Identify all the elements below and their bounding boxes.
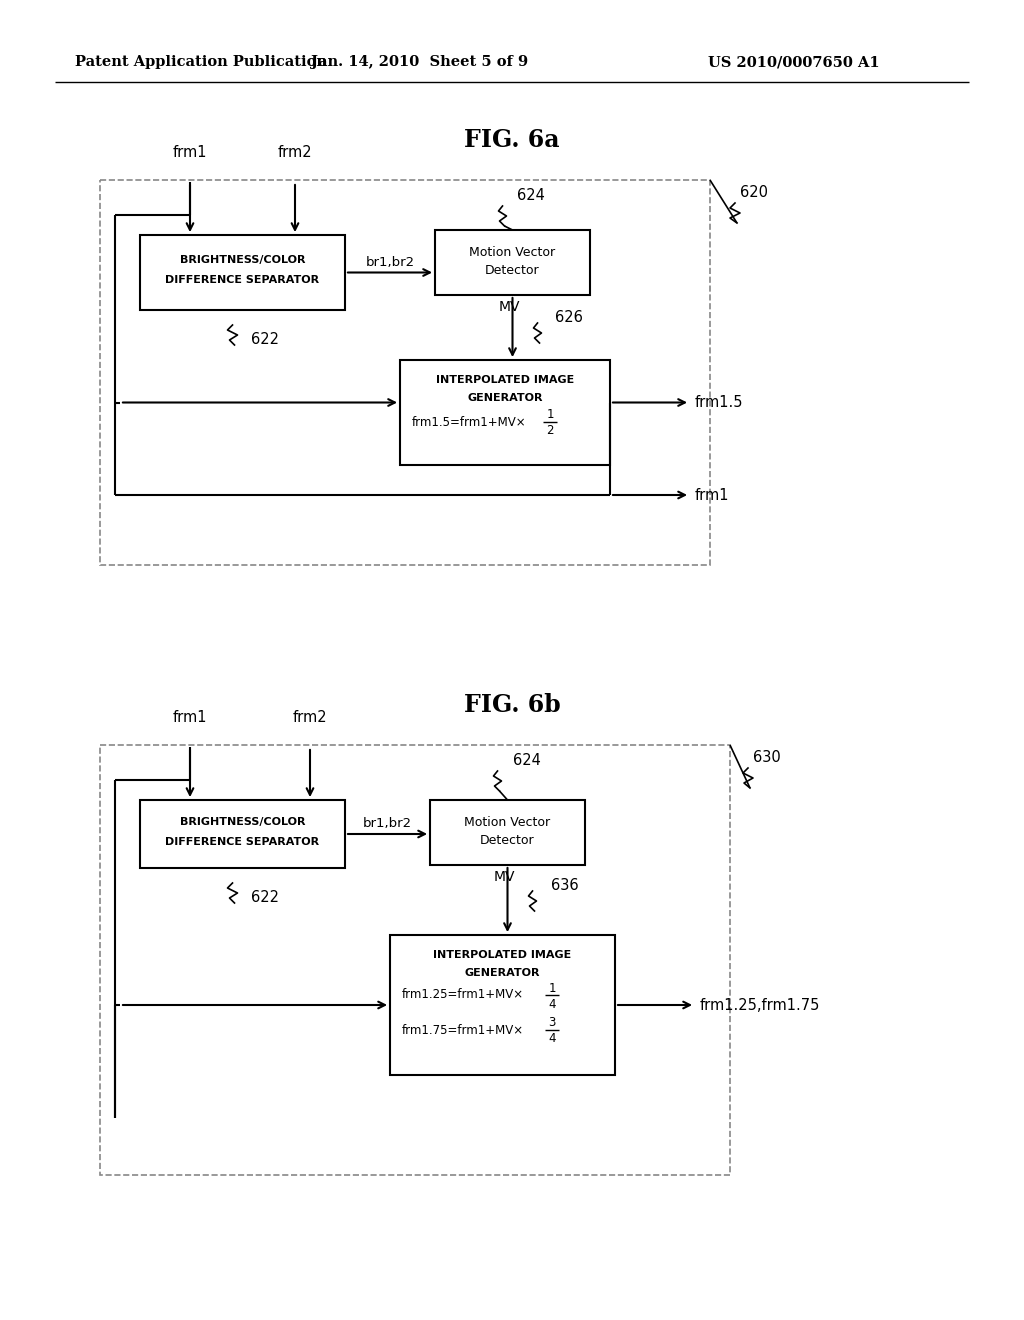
Text: frm1: frm1 (173, 145, 207, 160)
Text: FIG. 6a: FIG. 6a (464, 128, 560, 152)
Text: MV: MV (499, 300, 520, 314)
Text: Jan. 14, 2010  Sheet 5 of 9: Jan. 14, 2010 Sheet 5 of 9 (311, 55, 528, 69)
Text: 624: 624 (517, 187, 546, 203)
Bar (140, 800, 345, 869)
Text: Patent Application Publication: Patent Application Publication (75, 55, 327, 69)
Text: br1,br2: br1,br2 (366, 256, 415, 269)
Text: Motion Vector: Motion Vector (469, 246, 556, 259)
Text: 3: 3 (548, 1016, 556, 1030)
Text: BRIGHTNESS/COLOR: BRIGHTNESS/COLOR (180, 817, 305, 828)
Text: 1: 1 (546, 408, 554, 421)
Text: frm2: frm2 (293, 710, 328, 725)
Bar (390, 935, 615, 1074)
Text: 2: 2 (546, 425, 554, 437)
Text: 630: 630 (753, 750, 780, 766)
Text: Detector: Detector (480, 833, 535, 846)
Text: Motion Vector: Motion Vector (465, 816, 551, 829)
Text: MV: MV (494, 870, 515, 884)
Text: DIFFERENCE SEPARATOR: DIFFERENCE SEPARATOR (166, 275, 319, 285)
Text: GENERATOR: GENERATOR (465, 968, 541, 978)
Text: frm2: frm2 (278, 145, 312, 160)
Text: 1: 1 (548, 982, 556, 994)
Text: frm1.5=frm1+MV×: frm1.5=frm1+MV× (412, 416, 526, 429)
Bar (100, 180, 710, 565)
Text: BRIGHTNESS/COLOR: BRIGHTNESS/COLOR (180, 255, 305, 265)
Bar (100, 744, 730, 1175)
Text: 4: 4 (548, 1032, 556, 1045)
Text: 620: 620 (740, 185, 768, 201)
Bar (400, 360, 610, 465)
Text: frm1.25=frm1+MV×: frm1.25=frm1+MV× (402, 989, 524, 1002)
Text: 626: 626 (555, 309, 584, 325)
Text: 622: 622 (251, 890, 279, 904)
Text: frm1: frm1 (695, 487, 729, 503)
Text: 636: 636 (551, 878, 579, 892)
Text: FIG. 6b: FIG. 6b (464, 693, 560, 717)
Text: frm1.5: frm1.5 (695, 395, 743, 411)
Text: frm1.25,frm1.75: frm1.25,frm1.75 (700, 998, 820, 1012)
Text: GENERATOR: GENERATOR (467, 393, 543, 403)
Text: 622: 622 (251, 331, 279, 346)
Text: br1,br2: br1,br2 (362, 817, 412, 830)
Text: 624: 624 (512, 752, 541, 768)
Bar (430, 800, 585, 865)
Text: frm1: frm1 (173, 710, 207, 725)
Text: frm1.75=frm1+MV×: frm1.75=frm1+MV× (402, 1023, 524, 1036)
Text: Detector: Detector (485, 264, 540, 276)
Text: US 2010/0007650 A1: US 2010/0007650 A1 (709, 55, 880, 69)
Text: INTERPOLATED IMAGE: INTERPOLATED IMAGE (433, 950, 571, 960)
Text: DIFFERENCE SEPARATOR: DIFFERENCE SEPARATOR (166, 837, 319, 847)
Bar (435, 230, 590, 294)
Bar (140, 235, 345, 310)
Text: INTERPOLATED IMAGE: INTERPOLATED IMAGE (436, 375, 574, 385)
Text: 4: 4 (548, 998, 556, 1011)
